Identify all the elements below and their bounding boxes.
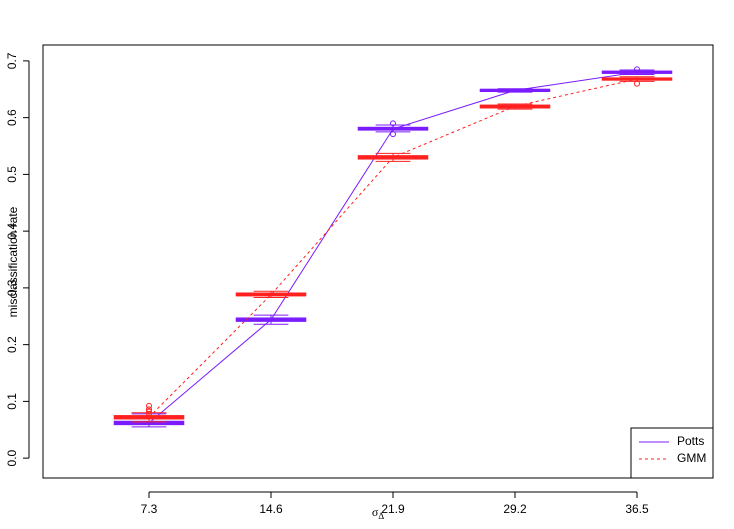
y-tick-label: 0.4 <box>5 222 19 239</box>
y-tick-label: 0.7 <box>5 52 19 69</box>
y-tick-label: 0.2 <box>5 336 19 353</box>
x-tick-label: 36.5 <box>625 502 649 516</box>
trend-line <box>148 78 638 418</box>
trend-line <box>148 71 638 424</box>
y-tick-label: 0.5 <box>5 166 19 183</box>
x-label-main: σ <box>372 505 379 519</box>
legend-label: Potts <box>677 434 704 448</box>
outlier <box>634 66 640 73</box>
x-tick-label: 7.3 <box>141 502 158 516</box>
x-tick-label: 21.9 <box>381 502 405 516</box>
outlier <box>146 410 152 417</box>
x-tick-label: 29.2 <box>503 502 527 516</box>
legend-label: GMM <box>677 451 706 465</box>
legend-box <box>630 427 714 479</box>
y-tick-label: 0.6 <box>5 109 19 126</box>
x-label-sub: Δ <box>378 511 384 521</box>
x-axis-label: σΔ <box>372 505 384 521</box>
x-tick-label: 14.6 <box>259 502 283 516</box>
y-tick-label: 0.3 <box>5 279 19 296</box>
outlier <box>390 131 396 138</box>
plot-frame <box>42 44 714 479</box>
outlier <box>634 80 640 87</box>
outlier <box>146 408 152 415</box>
y-tick-label: 0.0 <box>5 449 19 466</box>
outlier <box>390 120 396 127</box>
y-tick-label: 0.1 <box>5 393 19 410</box>
y-axis-label: misclassification rate <box>6 206 20 317</box>
outlier <box>146 402 152 409</box>
